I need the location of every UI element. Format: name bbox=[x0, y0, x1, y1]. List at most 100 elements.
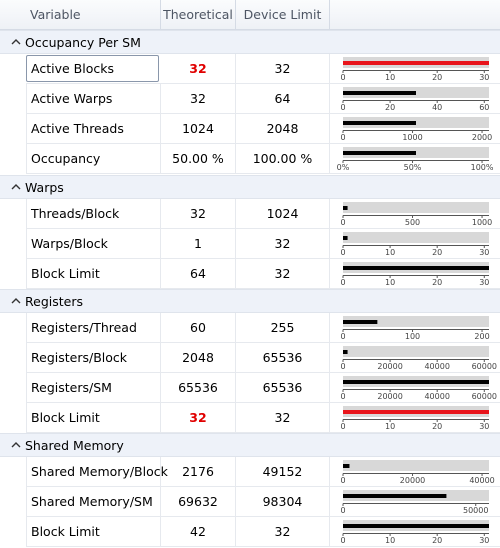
variable-name[interactable]: Active Blocks bbox=[26, 55, 159, 82]
mini-bar-chart: 0 20000 40000 bbox=[340, 460, 495, 485]
group-header[interactable]: Registers bbox=[0, 289, 500, 313]
tick-label: 60 bbox=[479, 103, 489, 112]
bar-chart-cell: 0 20000 40000 60000 bbox=[330, 373, 500, 403]
tick-label: 40000 bbox=[424, 392, 449, 401]
variable-name[interactable]: Registers/Thread bbox=[26, 313, 161, 343]
variable-name[interactable]: Shared Memory/SM bbox=[26, 487, 161, 517]
chevron-up-icon[interactable] bbox=[10, 36, 22, 48]
chevron-up-icon[interactable] bbox=[10, 439, 22, 451]
table-row[interactable]: Active Warps 32 64 0 20 40 60 bbox=[0, 84, 500, 114]
tick-label: 0 bbox=[340, 332, 345, 341]
table-row[interactable]: Shared Memory/Block 2176 49152 0 20000 40000 bbox=[0, 457, 500, 487]
group-header[interactable]: Occupancy Per SM bbox=[0, 30, 500, 54]
table-row[interactable]: Occupancy 50.00 % 100.00 % 0% 50% 100% bbox=[0, 144, 500, 174]
table-row[interactable]: Warps/Block 1 32 0 10 20 30 bbox=[0, 229, 500, 259]
bar-chart-cell: 0 500 1000 bbox=[330, 199, 500, 229]
tick-label: 40 bbox=[432, 103, 442, 112]
value-bar bbox=[343, 410, 489, 414]
tick-label: 100 bbox=[405, 332, 420, 341]
variable-name[interactable]: Block Limit bbox=[26, 517, 161, 547]
theoretical-value: 1 bbox=[161, 229, 236, 259]
mini-bar-chart: 0 500 1000 bbox=[340, 202, 492, 227]
value-bar bbox=[343, 350, 348, 354]
bar-chart-cell: 0 50000 bbox=[330, 487, 500, 517]
row-indent bbox=[0, 199, 26, 229]
tick-label: 30 bbox=[479, 422, 489, 431]
variable-name[interactable]: Occupancy bbox=[26, 144, 161, 174]
table-row[interactable]: Active Blocks 32 32 0 10 20 30 bbox=[0, 54, 500, 84]
device-limit-value: 32 bbox=[236, 229, 330, 259]
column-header-variable[interactable]: Variable bbox=[0, 0, 161, 30]
table-row[interactable]: Block Limit 64 32 0 10 20 30 bbox=[0, 259, 500, 289]
tick-label: 30 bbox=[479, 248, 489, 257]
row-indent bbox=[0, 343, 26, 373]
theoretical-value: 2176 bbox=[161, 457, 236, 487]
device-limit-value: 64 bbox=[236, 84, 330, 114]
tick-label: 0 bbox=[340, 536, 345, 545]
row-indent bbox=[0, 313, 26, 343]
bar-chart-cell: 0 20 40 60 bbox=[330, 84, 500, 114]
table-row[interactable]: Shared Memory/SM 69632 98304 0 50000 bbox=[0, 487, 500, 517]
table-row[interactable]: Active Threads 1024 2048 0 1000 2000 bbox=[0, 114, 500, 144]
group-title: Shared Memory bbox=[25, 438, 124, 453]
column-header-theoretical[interactable]: Theoretical bbox=[161, 0, 236, 30]
variable-name[interactable]: Block Limit bbox=[26, 403, 161, 433]
group-header[interactable]: Warps bbox=[0, 175, 500, 199]
variable-name[interactable]: Registers/Block bbox=[26, 343, 161, 373]
bar-chart-cell: 0 10 20 30 bbox=[330, 229, 500, 259]
tick-label: 0 bbox=[340, 133, 345, 142]
variable-name[interactable]: Block Limit bbox=[26, 259, 161, 289]
variable-name[interactable]: Shared Memory/Block bbox=[26, 457, 168, 487]
group-header[interactable]: Shared Memory bbox=[0, 433, 500, 457]
tick-label: 0 bbox=[340, 506, 345, 515]
theoretical-value: 32 bbox=[161, 54, 236, 84]
variable-name[interactable]: Warps/Block bbox=[26, 229, 161, 259]
device-limit-value: 1024 bbox=[236, 199, 330, 229]
tick-label: 20 bbox=[432, 278, 442, 287]
value-bar bbox=[343, 236, 348, 240]
tick-label: 20 bbox=[432, 536, 442, 545]
bar-track bbox=[343, 202, 489, 213]
value-bar bbox=[343, 380, 489, 384]
table-row[interactable]: Block Limit 42 32 0 10 20 30 bbox=[0, 517, 500, 547]
variable-name[interactable]: Threads/Block bbox=[26, 199, 161, 229]
mini-bar-chart: 0 10 20 30 bbox=[340, 520, 489, 545]
variable-name[interactable]: Active Warps bbox=[26, 84, 161, 114]
row-indent bbox=[0, 54, 26, 84]
tick-label: 60000 bbox=[472, 392, 497, 401]
table-row[interactable]: Registers/SM 65536 65536 0 20000 40000 60000 bbox=[0, 373, 500, 403]
tick-label: 0 bbox=[340, 362, 345, 371]
device-limit-value: 65536 bbox=[236, 373, 330, 403]
tick-label: 20 bbox=[432, 248, 442, 257]
variable-name[interactable]: Active Threads bbox=[26, 114, 161, 144]
row-indent bbox=[0, 457, 26, 487]
theoretical-value: 50.00 % bbox=[161, 144, 236, 174]
device-limit-value: 32 bbox=[236, 54, 330, 84]
tick-label: 500 bbox=[405, 218, 420, 227]
table-row[interactable]: Threads/Block 32 1024 0 500 1000 bbox=[0, 199, 500, 229]
tick-label: 10 bbox=[385, 278, 395, 287]
theoretical-value: 32 bbox=[161, 84, 236, 114]
table-row[interactable]: Registers/Thread 60 255 0 100 200 bbox=[0, 313, 500, 343]
value-bar bbox=[343, 61, 489, 65]
tick-label: 0 bbox=[340, 392, 345, 401]
value-bar bbox=[343, 494, 447, 498]
tick-label: 30 bbox=[479, 278, 489, 287]
variable-name[interactable]: Registers/SM bbox=[26, 373, 161, 403]
bar-track bbox=[343, 316, 489, 327]
value-bar bbox=[343, 121, 416, 125]
row-indent bbox=[0, 373, 26, 403]
column-header-device-limit[interactable]: Device Limit bbox=[236, 0, 330, 30]
mini-bar-chart: 0 1000 2000 bbox=[340, 117, 492, 142]
row-indent bbox=[0, 84, 26, 114]
column-header-chart[interactable] bbox=[330, 0, 331, 30]
table-row[interactable]: Registers/Block 2048 65536 0 20000 40000 60000 bbox=[0, 343, 500, 373]
theoretical-value: 60 bbox=[161, 313, 236, 343]
row-indent bbox=[0, 259, 26, 289]
chevron-up-icon[interactable] bbox=[10, 181, 22, 193]
group-title: Warps bbox=[25, 180, 64, 195]
tick-label: 0 bbox=[340, 218, 345, 227]
table-row[interactable]: Block Limit 32 32 0 10 20 30 bbox=[0, 403, 500, 433]
chevron-up-icon[interactable] bbox=[10, 295, 22, 307]
mini-bar-chart: 0 20 40 60 bbox=[340, 87, 489, 112]
